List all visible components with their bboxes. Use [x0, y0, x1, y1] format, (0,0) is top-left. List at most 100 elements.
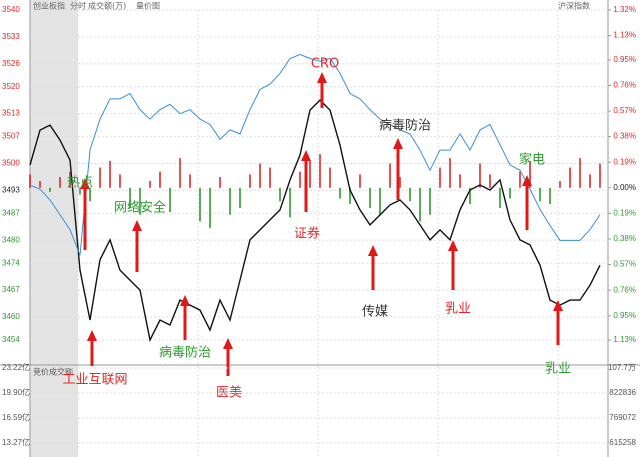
arrow-head	[448, 240, 458, 251]
breadth-bar	[179, 158, 181, 188]
annotation: 病毒防治	[159, 345, 211, 361]
breadth-bar	[79, 187, 81, 195]
arrow-shaft	[304, 159, 308, 212]
arrow-shaft	[226, 347, 230, 376]
volume-label: 竞价成交额	[33, 367, 73, 377]
arrow-shaft	[135, 229, 139, 272]
arrow-head	[368, 245, 378, 256]
annotation: CRO	[311, 57, 339, 72]
arrow-shaft	[525, 184, 529, 230]
y2-tick-label: 0.95%	[613, 55, 636, 64]
y-tick-label: 3507	[2, 132, 20, 141]
breadth-bar	[99, 167, 101, 188]
y-tick-label: 3460	[2, 312, 20, 321]
breadth-bar	[599, 163, 601, 188]
volume-tick-label: 19.90亿	[2, 387, 30, 397]
y2-tick-label: 0.95%	[613, 311, 636, 320]
arrow-shaft	[183, 304, 187, 340]
breadth-bar	[589, 174, 591, 188]
y2-tick-label: 0.57%	[613, 260, 636, 269]
header-item: 成交额(万)	[88, 1, 126, 11]
breadth-bar	[289, 187, 291, 218]
breadth-bar	[529, 160, 531, 188]
breadth-bar	[369, 187, 371, 208]
breadth-bar	[359, 174, 361, 188]
arrow-head	[80, 178, 90, 189]
annotation: 热点	[67, 176, 93, 191]
breadth-bar	[219, 177, 221, 188]
arrow-shaft	[396, 147, 400, 200]
arrow-shaft	[320, 81, 324, 108]
breadth-bar	[559, 181, 561, 188]
y-tick-label: 3533	[2, 32, 20, 41]
y2-tick-label: 0.00%	[613, 183, 636, 192]
arrow-head	[317, 72, 327, 83]
breadth-bar	[279, 187, 281, 202]
breadth-bar	[119, 174, 121, 188]
breadth-bar	[489, 174, 491, 188]
breadth-bar	[209, 187, 211, 229]
breadth-bar	[519, 171, 521, 188]
breadth-bar	[309, 160, 311, 188]
volume-tick-label: 107.7万	[608, 363, 636, 372]
breadth-bar	[509, 187, 511, 199]
breadth-bar	[319, 154, 321, 188]
breadth-bar	[69, 171, 71, 188]
y2-tick-label: 0.19%	[613, 157, 636, 166]
breadth-bar	[259, 163, 261, 188]
breadth-bar	[399, 177, 401, 188]
breadth-bar	[269, 167, 271, 188]
arrow-shaft	[371, 254, 375, 290]
breadth-bar	[109, 160, 111, 188]
arrow-shaft	[83, 187, 87, 250]
arrow-head	[132, 220, 142, 231]
y-tick-label: 3540	[2, 5, 20, 14]
breadth-bar	[39, 181, 41, 188]
breadth-bar	[89, 187, 91, 202]
breadth-bar	[569, 167, 571, 188]
annotation: 病毒防治	[379, 118, 431, 134]
series-line	[29, 99, 601, 343]
volume-tick-label: 16.59亿	[2, 412, 30, 422]
y-tick-label: 3513	[2, 109, 20, 118]
breadth-bar	[409, 187, 411, 202]
breadth-bar	[469, 187, 471, 204]
y2-tick-label: 0.38%	[613, 132, 636, 141]
arrow-head	[393, 138, 403, 149]
breadth-bar	[339, 187, 341, 199]
breadth-bar	[389, 163, 391, 188]
arrow-head	[301, 150, 311, 161]
y2-tick-label: 0.38%	[613, 234, 636, 243]
arrow-head	[87, 330, 97, 341]
breadth-bar	[169, 187, 171, 213]
breadth-bar	[479, 163, 481, 188]
annotation: 家电	[519, 152, 545, 168]
annotation: 乳业	[545, 362, 571, 377]
arrow-head	[553, 300, 563, 311]
breadth-bar	[189, 174, 191, 188]
volume-tick-label: 23.22亿	[2, 362, 30, 372]
breadth-bar	[59, 177, 61, 188]
annotation: 网络安全	[114, 200, 166, 216]
header-item: 分时	[70, 1, 86, 11]
breadth-bar	[439, 167, 441, 188]
breadth-bar	[239, 187, 241, 208]
arrow-shaft	[556, 309, 560, 345]
breadth-bar	[229, 187, 231, 215]
y-tick-label: 3474	[2, 258, 20, 267]
breadth-bar	[139, 187, 141, 215]
breadth-bar	[49, 187, 51, 192]
y-tick-label: 3520	[2, 82, 20, 91]
series-line	[29, 53, 601, 256]
breadth-bar	[579, 158, 581, 188]
header: 创业板指 分时 成交额(万) 量价图 沪深指数	[33, 1, 590, 11]
breadth-bar	[539, 187, 541, 202]
y2-tick-label: 1.13%	[613, 31, 636, 40]
arrow-shaft	[451, 249, 455, 290]
y-tick-label: 3493	[2, 185, 20, 194]
breadth-bar	[299, 171, 301, 188]
annotation: 证券	[294, 226, 320, 242]
arrow-head	[180, 295, 190, 306]
